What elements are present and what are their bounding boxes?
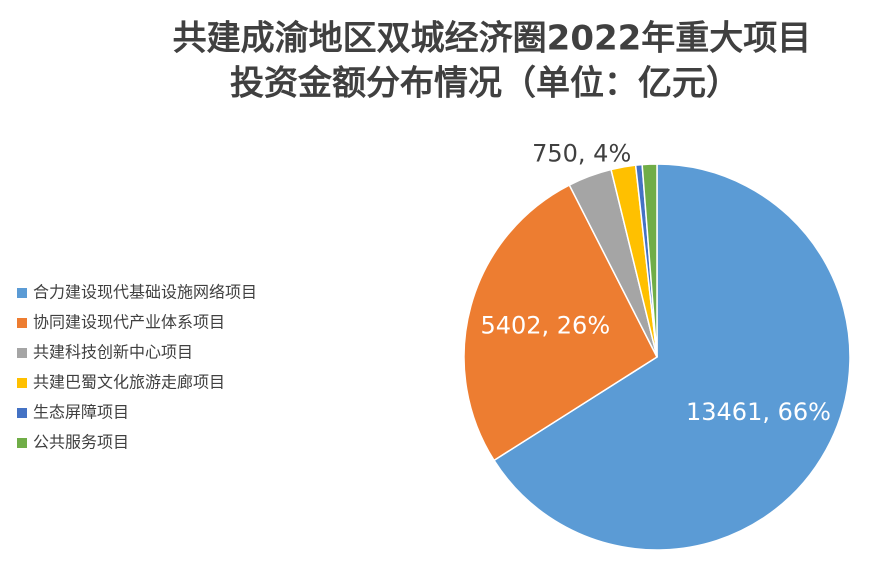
legend-marker bbox=[17, 318, 27, 328]
legend-marker bbox=[17, 438, 27, 448]
legend-label: 生态屏障项目 bbox=[33, 403, 129, 422]
pie-slice bbox=[641, 163, 658, 358]
legend-marker bbox=[17, 348, 27, 358]
pie-slice bbox=[463, 184, 658, 462]
legend-label: 共建科技创新中心项目 bbox=[33, 343, 193, 362]
legend-marker bbox=[17, 408, 27, 418]
value-label: 5402, 26% bbox=[480, 311, 610, 339]
chart-title: 共建成渝地区双城经济圈2022年重大项目 bbox=[173, 19, 812, 59]
value-label: 750, 4% bbox=[532, 139, 631, 167]
legend-label: 公共服务项目 bbox=[33, 433, 129, 452]
legend-label: 协同建设现代产业体系项目 bbox=[33, 313, 225, 332]
legend-marker bbox=[17, 288, 27, 298]
legend-marker bbox=[17, 378, 27, 388]
chart-title: 投资金额分布情况（单位：亿元） bbox=[230, 64, 740, 104]
pie-slice bbox=[492, 163, 851, 551]
value-label: 13461, 66% bbox=[686, 398, 831, 426]
legend-label: 合力建设现代基础设施网络项目 bbox=[33, 283, 257, 302]
legend-label: 共建巴蜀文化旅游走廊项目 bbox=[33, 373, 225, 392]
